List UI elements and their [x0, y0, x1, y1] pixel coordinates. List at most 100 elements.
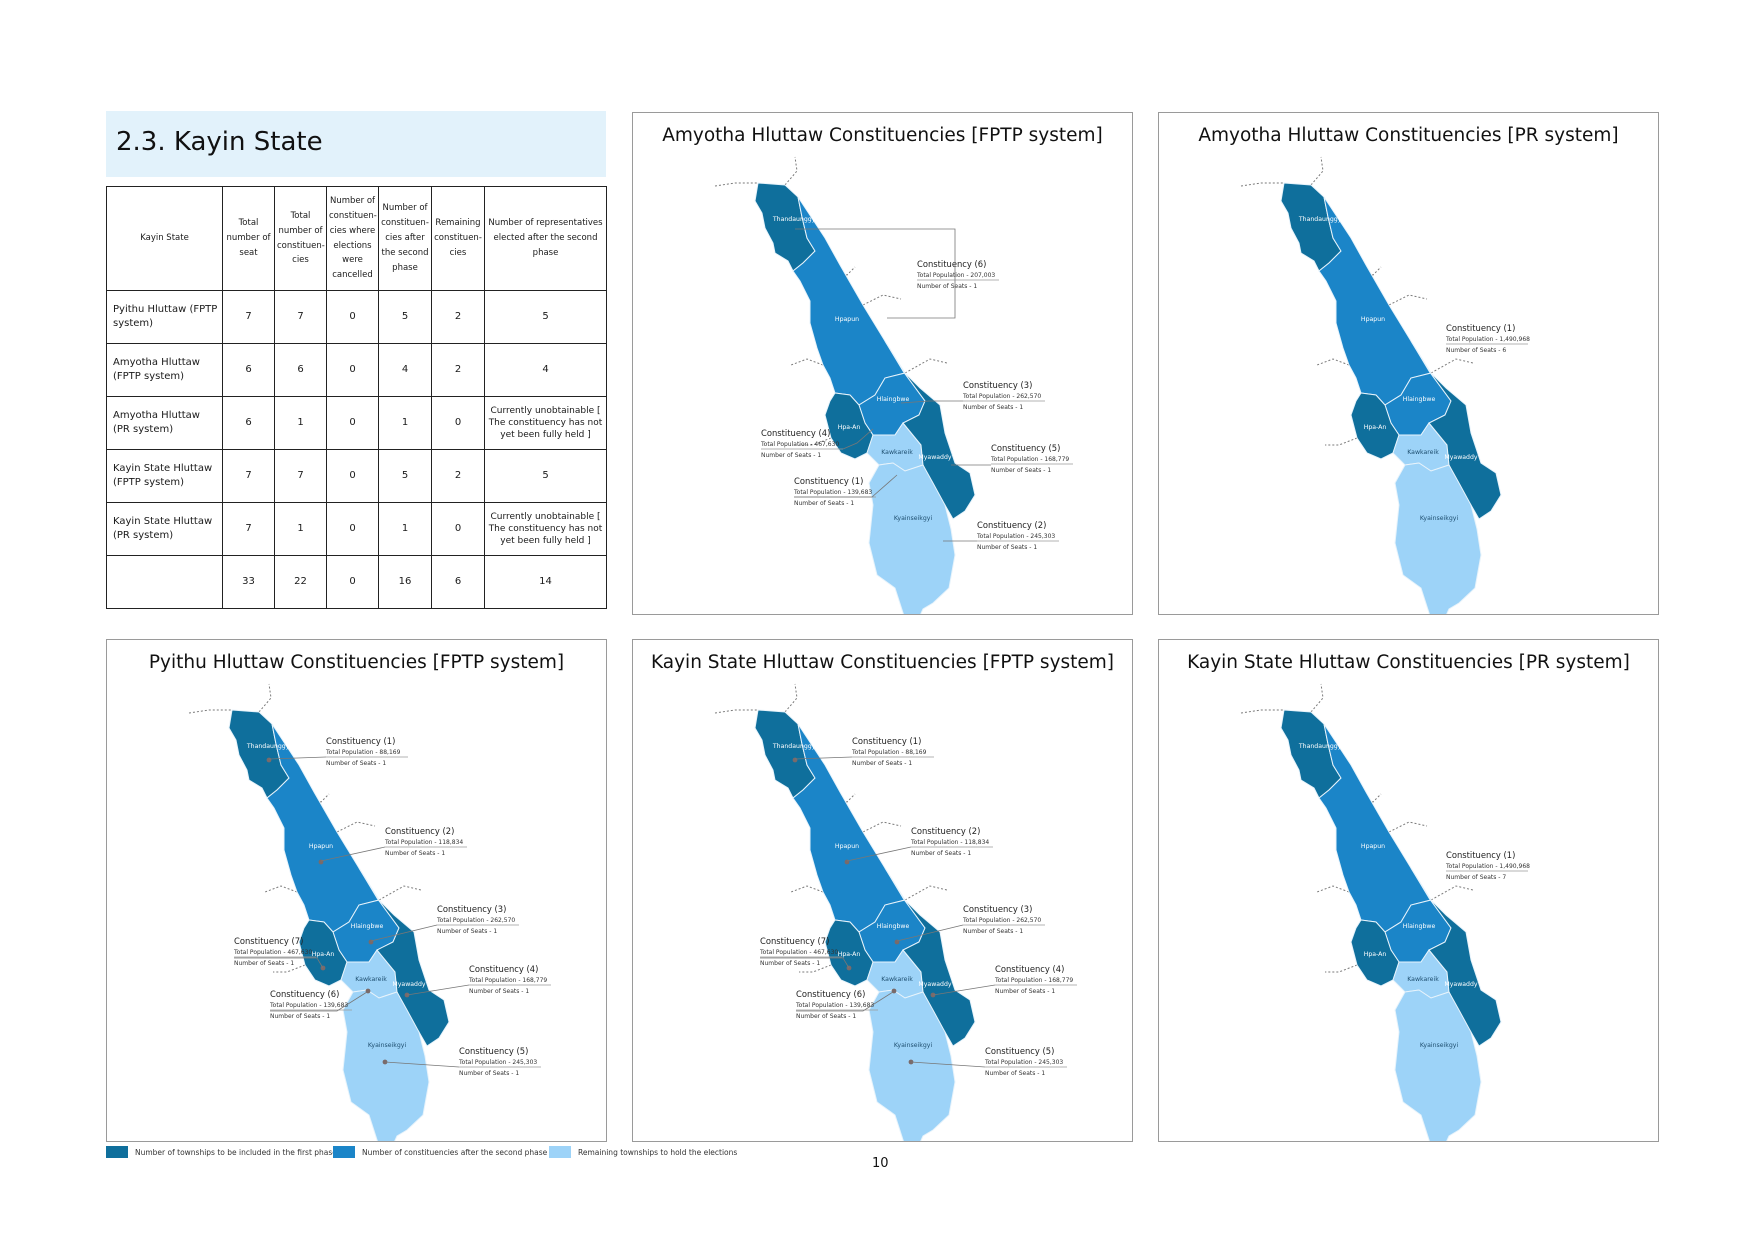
constituency-name: Constituency (4) — [995, 964, 1064, 974]
constituency-seats: Number of Seats - 1 — [963, 928, 1023, 935]
table-cell: 4 — [378, 343, 432, 397]
township-label: Thandaunggyi — [246, 743, 291, 750]
constituency-population: Total Population - 467,630 — [759, 949, 838, 956]
seat-marker — [792, 757, 798, 763]
table-cell: 7 — [222, 502, 275, 556]
border-dash — [790, 358, 824, 366]
table-cell: 7 — [222, 290, 275, 344]
township-myawaddy — [1428, 897, 1502, 1047]
table-cell: 0 — [326, 449, 379, 503]
callout-leader — [370, 924, 438, 942]
constituency-callout: Constituency (3) Total Population - 262,5… — [896, 904, 1045, 942]
kayin-map: Thandaunggyi Hpapun Hlaingbwe Hpa-An Kawkare… — [188, 683, 551, 1141]
table-cell: 0 — [326, 290, 379, 344]
constituency-seats: Number of Seats - 1 — [270, 1013, 330, 1020]
map-title: Amyotha Hluttaw Constituencies [FPTP sys… — [662, 125, 1103, 146]
constituency-population: Total Population - 262,570 — [962, 917, 1041, 924]
table-cell: 4 — [484, 343, 607, 397]
legend-label: Number of constituencies after the secon… — [362, 1148, 548, 1157]
table-cell: 5 — [378, 449, 432, 503]
section-title: 2.3. Kayin State — [106, 111, 606, 177]
legend-swatch-remaining — [549, 1146, 571, 1158]
border-dash — [1240, 709, 1284, 714]
constituency-population: Total Population - 139,683 — [793, 489, 872, 496]
legend-label: Remaining townships to hold the election… — [578, 1148, 738, 1157]
township-label: Hpa-An — [838, 951, 861, 958]
table-cell: 0 — [431, 396, 485, 450]
constituency-callout: Constituency (2) Total Population - 245,3… — [943, 520, 1059, 551]
constituency-seats: Number of Seats - 1 — [991, 467, 1051, 474]
township-label: Hlaingbwe — [1403, 923, 1436, 930]
constituency-population: Total Population - 139,683 — [269, 1002, 348, 1009]
map-title: Kayin State Hluttaw Constituencies [PR s… — [1187, 652, 1630, 673]
table-row: Amyotha Hluttaw (PR system) 6 1 0 1 0 Cu… — [106, 396, 607, 450]
constituency-name: Constituency (3) — [437, 904, 506, 914]
township-label: Myawaddy — [918, 981, 951, 988]
constituency-population: Total Population - 262,570 — [962, 393, 1041, 400]
table-cell: 2 — [431, 290, 485, 344]
callout-leader — [320, 846, 386, 862]
border-dash — [273, 964, 306, 973]
township-hpapun — [266, 723, 380, 933]
constituency-population: Total Population - 467,630 — [760, 441, 839, 448]
constituency-population: Total Population - 118,834 — [384, 839, 463, 846]
township-hpapun — [1318, 723, 1432, 933]
callout-leader — [794, 756, 853, 760]
constituency-population: Total Population - 139,683 — [795, 1002, 874, 1009]
constituency-callout: Constituency (4) Total Population - 168,7… — [932, 964, 1077, 996]
table-cell: 5 — [484, 290, 607, 344]
table-header: Total number of seat — [222, 186, 275, 291]
township-hpapun — [792, 196, 906, 406]
callout-leader — [234, 957, 324, 969]
row-label: Amyotha Hluttaw (FPTP system) — [106, 343, 223, 397]
constituency-population: Total Population - 118,834 — [910, 839, 989, 846]
constituency-name: Constituency (7) — [760, 936, 829, 946]
border-dash — [904, 358, 948, 374]
border-dash — [1325, 964, 1358, 973]
constituency-callout: Constituency (3) Total Population - 262,5… — [900, 380, 1045, 411]
township-hpapun — [1318, 196, 1432, 406]
township-label: Kyainseikgyi — [1420, 1042, 1459, 1049]
township-kyainseikgyi — [868, 989, 956, 1141]
kayin-map: Thandaunggyi Hpapun Hlaingbwe Hpa-An Kawkare… — [1240, 156, 1530, 614]
table-cell: 14 — [484, 555, 607, 609]
township-label: Hpapun — [1361, 843, 1385, 850]
constituency-name: Constituency (1) — [326, 736, 395, 746]
township-label: Kyainseikgyi — [894, 1042, 933, 1049]
border-dash — [1388, 294, 1428, 306]
border-dash — [714, 709, 758, 714]
township-label: Myawaddy — [1444, 981, 1477, 988]
legend-swatch-second-phase — [333, 1146, 355, 1158]
border-dash — [1310, 683, 1324, 713]
constituency-seats: Number of Seats - 1 — [760, 960, 820, 967]
township-label: Thandaunggyi — [772, 216, 817, 223]
constituency-name: Constituency (2) — [385, 826, 454, 836]
callout-leader — [842, 428, 874, 450]
table-header: Total number of constituen-cies — [274, 186, 327, 291]
table-cell: Currently unobtainable [ The constituenc… — [484, 502, 607, 556]
constituency-seats: Number of Seats - 1 — [985, 1070, 1045, 1077]
table-cell: 1 — [378, 502, 432, 556]
township-myawaddy — [902, 370, 976, 520]
map-panel-kayin-fptp: Kayin State Hluttaw Constituencies [FPTP… — [632, 639, 1133, 1142]
kayin-summary-table: Kayin State Total number of seat Total n… — [106, 186, 607, 609]
border-dash — [714, 182, 758, 187]
township-label: Kyainseikgyi — [368, 1042, 407, 1049]
table-cell: 7 — [274, 449, 327, 503]
table-header: Kayin State — [106, 186, 223, 291]
township-label: Hpapun — [835, 843, 859, 850]
constituency-name: Constituency (3) — [963, 904, 1032, 914]
callout-leader — [910, 1061, 986, 1068]
table-cell: 2 — [431, 449, 485, 503]
constituency-seats: Number of Seats - 1 — [794, 500, 854, 507]
township-label: Myawaddy — [918, 454, 951, 461]
constituency-name: Constituency (5) — [459, 1046, 528, 1056]
page-number: 10 — [872, 1156, 889, 1171]
callout-leader — [896, 924, 964, 942]
constituency-callout: Constituency (5) Total Population - 245,3… — [384, 1046, 541, 1077]
constituency-seats: Number of Seats - 1 — [963, 404, 1023, 411]
township-hpa-an — [298, 919, 348, 987]
township-kyainseikgyi — [868, 462, 956, 614]
constituency-seats: Number of Seats - 1 — [385, 850, 445, 857]
border-dash — [799, 964, 832, 973]
